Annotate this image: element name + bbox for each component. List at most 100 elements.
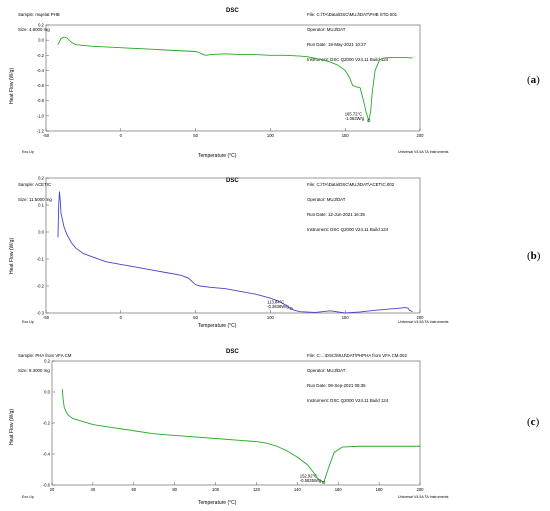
- y-tick-label: 0.2: [38, 23, 44, 28]
- y-tick-label: 0.0: [38, 230, 44, 235]
- series-line: [57, 36, 413, 123]
- run-date: Run Date: 12-Jun-2021 16:39: [307, 212, 365, 217]
- y-tick-label: -0.1: [37, 257, 45, 262]
- file-path: File: C:\TA\Data\DSC\MUJ\DAT\PHB STD.001: [307, 12, 398, 17]
- panel-letter: (b): [527, 250, 541, 262]
- software-label: Universal V4.5A TA Instruments: [398, 150, 449, 154]
- operator: Operator: MUJ/DAT: [307, 197, 346, 202]
- x-tick-label: 0: [120, 133, 123, 138]
- peak-marker: [289, 307, 293, 311]
- run-date: Run Date: 08-Sep-2021 09:35: [307, 383, 366, 388]
- plot-title: DSC: [226, 8, 239, 14]
- sample-size: Size: 4.8000 mg: [18, 27, 50, 32]
- sample-size: Size: 11.5000 mg: [18, 197, 52, 202]
- exo-up-label: Exo Up: [22, 150, 34, 154]
- x-axis-label: Temperature (°C): [198, 323, 237, 329]
- y-tick-label: -0.4: [37, 68, 45, 73]
- y-tick-label: 0.0: [38, 38, 44, 43]
- peak-heatflow-label: -0.2838W/g: [267, 304, 289, 309]
- x-tick-label: 50: [193, 133, 198, 138]
- sample-size: Size: 9.3000 mg: [18, 368, 50, 373]
- x-tick-label: 60: [131, 487, 136, 492]
- y-tick-label: -0.6: [37, 83, 45, 88]
- peak-marker: [322, 480, 326, 484]
- sample-info: Sample: mujelat PHB Size: 4.8000 mg: [18, 2, 60, 42]
- peak-temperature-label: 113.84°C: [267, 300, 284, 305]
- plot-title: DSC: [226, 349, 239, 355]
- x-tick-label: -50: [43, 315, 50, 320]
- chart-1: -1.2 -1.0 -0.8 -0.6 -0.4 -0.2 0.0 0.2 -50 0 50 100 1…: [37, 23, 424, 139]
- x-axis-label: Temperature (°C): [198, 153, 237, 159]
- panel-letter: (c): [527, 416, 540, 428]
- x-tick-label: 160: [335, 487, 343, 492]
- run-date: Run Date: 19-May-2021 10:27: [307, 42, 367, 47]
- exo-up-label: Exo Up: [22, 495, 34, 499]
- x-tick-label: 120: [253, 487, 261, 492]
- chart-3: -0.6 -0.4 -0.2 0.0 0.2 20 40 60 80 100 120 140 160 18…: [43, 359, 424, 493]
- sample-name: Sample: ACETIC: [18, 182, 52, 187]
- plot-frame: [51, 360, 421, 486]
- x-tick-label: 200: [417, 133, 425, 138]
- software-label: Universal V4.5A TA Instruments: [398, 320, 449, 324]
- series-line: [57, 191, 413, 314]
- x-tick-label: 100: [267, 133, 275, 138]
- sample-info: Sample: ACETIC Size: 11.5000 mg: [18, 172, 52, 212]
- x-tick-label: 80: [172, 487, 177, 492]
- x-tick-label: 150: [342, 133, 350, 138]
- y-tick-label: -0.6: [43, 483, 51, 488]
- dsc-panel-a: Sample: mujelat PHB Size: 4.8000 mg DSC …: [0, 0, 540, 170]
- x-axis-label: Temperature (°C): [198, 500, 237, 506]
- series-line: [61, 388, 420, 484]
- y-tick-label: 0.2: [44, 359, 50, 364]
- dsc-panel-c: Sample: PHA from VFA CM Size: 9.3000 mg …: [0, 341, 539, 511]
- y-tick-label: 0.2: [38, 176, 44, 181]
- chart-2: -0.3 -0.2 -0.1 0.0 0.1 0.2 -50 0 50 100 150 200 113.…: [37, 176, 424, 321]
- panel-letter: (a): [527, 74, 540, 86]
- y-tick-label: -0.4: [43, 452, 51, 457]
- x-tick-label: -50: [43, 133, 50, 138]
- instrument: Instrument: DSC Q2000 V24.11 Build 124: [307, 227, 389, 232]
- run-info: File: C:\TA\Data\DSC\MUJ\DAT\ACETIC.002 …: [307, 172, 394, 242]
- plot-frame: [45, 177, 421, 314]
- x-tick-label: 200: [417, 315, 425, 320]
- instrument: Instrument: DSC Q2000 V24.11 Build 124: [307, 398, 389, 403]
- y-tick-label: -1.2: [37, 129, 45, 134]
- x-tick-label: 40: [91, 487, 96, 492]
- peak-temperature-label: 152.92°C: [300, 473, 318, 478]
- plot-frame: [45, 24, 421, 132]
- y-tick-label: -1.0: [37, 113, 45, 118]
- run-info: File: C:\TA\Data\DSC\MUJ\DAT\PHB STD.001…: [307, 2, 397, 72]
- x-tick-label: 180: [376, 487, 384, 492]
- operator: Operator: MUJ/DAT: [307, 368, 346, 373]
- y-tick-label: 0.0: [44, 390, 50, 395]
- sample-name: Sample: mujelat PHB: [18, 12, 60, 17]
- sample-name: Sample: PHA from VFA CM: [18, 353, 72, 358]
- y-tick-label: -0.2: [37, 284, 45, 289]
- peak-temperature-label: 165.72°C: [345, 112, 363, 117]
- file-path: File: C:...\DSC\MUJ\DAT\PHPHA from VFA C…: [307, 353, 407, 358]
- instrument: Instrument: DSC Q2000 V24.11 Build 124: [307, 57, 389, 62]
- exo-up-label: Exo Up: [22, 320, 34, 324]
- x-tick-label: 150: [342, 315, 350, 320]
- y-tick-label: 0.1: [38, 203, 44, 208]
- plot-title: DSC: [226, 178, 239, 184]
- x-tick-label: 0: [120, 315, 123, 320]
- dsc-panel-b: Sample: ACETIC Size: 11.5000 mg DSC File…: [0, 170, 540, 340]
- y-tick-label: -0.2: [43, 421, 51, 426]
- x-tick-label: 100: [212, 487, 220, 492]
- file-path: File: C:\TA\Data\DSC\MUJ\DAT\ACETIC.002: [307, 182, 395, 187]
- x-tick-label: 100: [267, 315, 275, 320]
- sample-info: Sample: PHA from VFA CM Size: 9.3000 mg: [18, 343, 71, 383]
- run-info: File: C:...\DSC\MUJ\DAT\PHPHA from VFA C…: [307, 343, 407, 413]
- peak-heatflow-label: -1.063W/g: [345, 116, 365, 121]
- y-tick-label: -0.8: [37, 98, 45, 103]
- x-tick-label: 200: [417, 487, 425, 492]
- x-tick-label: 20: [50, 487, 55, 492]
- peak-heatflow-label: -0.5835W/g: [300, 478, 322, 483]
- software-label: Universal V4.5A TA Instruments: [398, 495, 449, 499]
- operator: Operator: MUJ/DAT: [307, 27, 346, 32]
- x-tick-label: 50: [193, 315, 198, 320]
- x-tick-label: 140: [294, 487, 302, 492]
- y-tick-label: -0.2: [37, 53, 45, 58]
